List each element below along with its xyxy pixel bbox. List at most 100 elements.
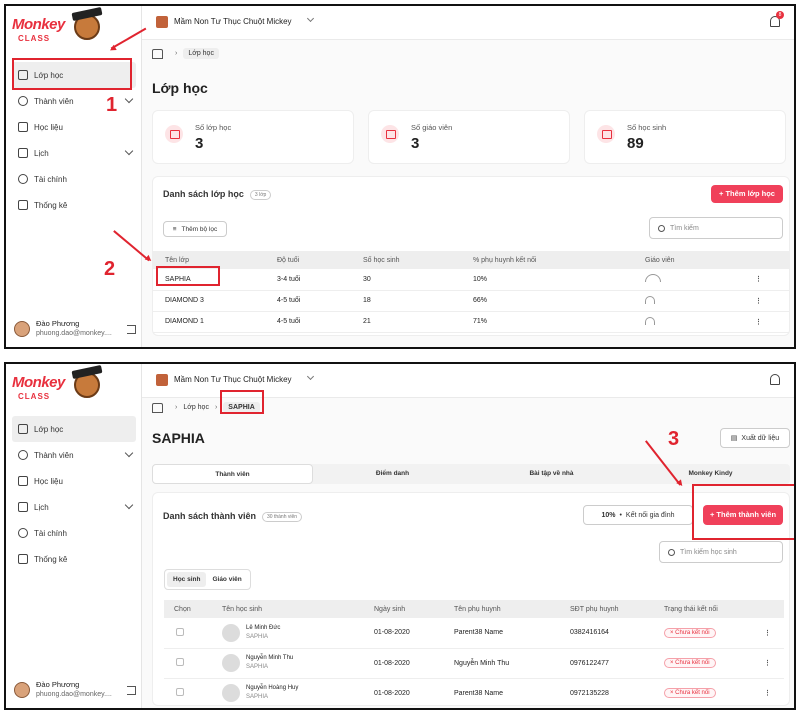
percent-cell: 10%	[467, 269, 639, 291]
annotation-step-1: 1	[106, 94, 118, 116]
select-cell	[164, 618, 216, 649]
chart-icon	[18, 200, 28, 210]
calendar-icon	[18, 148, 28, 158]
student-avatar	[222, 684, 240, 702]
member-count-badge: 30 thành viên	[262, 511, 303, 522]
class-name-cell[interactable]: DIAMOND 1	[153, 311, 271, 333]
table-row[interactable]: Nguyễn Hoàng Huy SAPHIA 01-08-2020 Parent…	[164, 678, 784, 708]
tab-homework[interactable]: Bài tập về nhà	[529, 470, 574, 477]
sidebar-item-label: Lịch	[34, 148, 49, 158]
student-search-input[interactable]: Tìm kiếm học sinh	[659, 541, 783, 563]
sidebar-item-materials[interactable]: Học liệu	[12, 114, 136, 140]
chevron-down-icon	[124, 146, 134, 156]
stat-value: 3	[195, 135, 204, 152]
connect-percent: 10%	[601, 511, 616, 519]
select-checkbox[interactable]	[176, 627, 184, 636]
table-row[interactable]: DIAMOND 1 4-5 tuổi 21 71% ⋮	[153, 311, 789, 333]
annotation-box-breadcrumb	[220, 390, 264, 414]
more-options-icon[interactable]: ⋮	[749, 269, 789, 291]
breadcrumb-item[interactable]: Lớp học	[183, 48, 219, 59]
user-profile[interactable]: Đào Phương phuong.dao@monkey....	[14, 678, 138, 704]
sidebar-item-materials[interactable]: Học liệu	[12, 468, 136, 494]
user-profile[interactable]: Đào Phương phuong.dao@monkey....	[14, 317, 138, 343]
sidebar-item-calendar[interactable]: Lịch	[12, 494, 136, 520]
sidebar-item-label: Thống kê	[34, 200, 68, 210]
breadcrumb: › Lớp học › SAPHIA	[152, 402, 260, 413]
col-parent-phone: SĐT phụ huynh	[564, 600, 658, 618]
connect-label: Kết nối gia đình	[625, 511, 675, 519]
student-info: Nguyễn Hoàng Huy SAPHIA	[246, 684, 298, 702]
sidebar-item-members[interactable]: Thành viên	[12, 88, 136, 114]
table-row[interactable]: Lê Minh Đức SAPHIA 01-08-2020 Parent38 Na…	[164, 618, 784, 649]
select-checkbox[interactable]	[176, 658, 184, 666]
chevron-down-icon[interactable]	[306, 14, 315, 23]
age-cell: 3-4 tuổi	[271, 269, 357, 291]
col-students: Số học sinh	[357, 251, 467, 269]
chevron-down-icon[interactable]	[306, 372, 315, 381]
parent-name-cell: Nguyễn Minh Thu	[448, 648, 564, 679]
monkey-class-logo[interactable]: Monkey CLASS	[12, 12, 102, 52]
sidebar-item-finance[interactable]: Tài chính	[12, 520, 136, 546]
page-title: SAPHIA	[152, 430, 205, 446]
age-cell: 4-5 tuổi	[271, 311, 357, 333]
class-search-input[interactable]: Tìm kiếm	[649, 217, 783, 239]
subtab-teachers[interactable]: Giáo viên	[212, 576, 242, 583]
logout-icon[interactable]	[127, 325, 136, 334]
dollar-icon	[18, 174, 28, 184]
monkey-class-logo[interactable]: Monkey CLASS	[12, 370, 102, 410]
sidebar-item-label: Lớp học	[34, 424, 64, 434]
table-row[interactable]: SAPHIA 3-4 tuổi 30 10% ⋮	[153, 269, 789, 291]
student-name-cell[interactable]: Lê Minh Đức SAPHIA	[216, 618, 368, 649]
student-name-cell[interactable]: Nguyễn Hoàng Huy SAPHIA	[216, 678, 368, 708]
school-selector[interactable]: Mầm Non Tư Thục Chuột Mickey	[174, 17, 292, 26]
class-name-cell[interactable]: DIAMOND 3	[153, 290, 271, 312]
add-member-button[interactable]: + Thêm thành viên	[703, 505, 783, 525]
tab-monkey-kindy[interactable]: Monkey Kindy	[688, 470, 733, 477]
bell-icon[interactable]	[770, 374, 780, 385]
tab-attendance[interactable]: Điểm danh	[375, 470, 410, 477]
home-icon	[18, 70, 28, 80]
home-icon[interactable]	[152, 48, 163, 59]
sidebar-item-statistics[interactable]: Thống kê	[12, 192, 136, 218]
logout-icon[interactable]	[127, 686, 136, 695]
home-icon	[18, 424, 28, 434]
table-row[interactable]: DIAMOND 3 4-5 tuổi 18 66% ⋮	[153, 290, 789, 312]
sidebar-item-classes[interactable]: Lớp học	[12, 62, 136, 88]
class-list-card: Danh sách lớp học 3 lớp + Thêm lớp học ≡ T…	[152, 176, 790, 336]
home-icon[interactable]	[152, 402, 163, 413]
chevron-right-icon: ›	[175, 50, 178, 57]
subtab-students[interactable]: Học sinh	[167, 572, 207, 587]
more-options-icon[interactable]: ⋮	[749, 290, 789, 312]
teachers-cell	[639, 269, 749, 291]
tab-members[interactable]: Thành viên	[152, 464, 313, 484]
sidebar-nav: Lớp học Thành viên Học liệu Lịch Tài chí…	[12, 416, 136, 572]
more-options-icon[interactable]: ⋮	[758, 678, 784, 708]
student-name-cell[interactable]: Nguyễn Minh Thu SAPHIA	[216, 648, 368, 679]
more-options-icon[interactable]: ⋮	[758, 648, 784, 679]
add-class-button[interactable]: + Thêm lớp học	[711, 185, 783, 203]
bell-icon[interactable]	[770, 16, 780, 27]
add-filter-button[interactable]: ≡ Thêm bộ lọc	[163, 221, 227, 237]
col-parent-name: Tên phụ huynh	[448, 600, 564, 618]
family-connection-indicator[interactable]: 10% • Kết nối gia đình	[583, 505, 693, 525]
table-row[interactable]: Nguyễn Minh Thu SAPHIA 01-08-2020 Nguyễn …	[164, 648, 784, 679]
sidebar-item-members[interactable]: Thành viên	[12, 442, 136, 468]
student-name: Nguyễn Hoàng Huy	[246, 685, 299, 691]
sidebar-item-statistics[interactable]: Thống kê	[12, 546, 136, 572]
student-avatar	[222, 654, 240, 672]
more-options-icon[interactable]: ⋮	[749, 311, 789, 333]
graduation-cap-icon	[381, 125, 399, 143]
more-options-icon[interactable]: ⋮	[758, 618, 784, 649]
student-info: Nguyễn Minh Thu SAPHIA	[246, 654, 293, 672]
sidebar-item-classes[interactable]: Lớp học	[12, 416, 136, 442]
chevron-down-icon	[124, 500, 134, 510]
sidebar-item-calendar[interactable]: Lịch	[12, 140, 136, 166]
export-data-button[interactable]: ▤ Xuất dữ liệu	[720, 428, 790, 448]
school-selector[interactable]: Mầm Non Tư Thục Chuột Mickey	[174, 375, 292, 384]
sidebar-item-label: Thống kê	[34, 554, 68, 564]
sidebar-item-finance[interactable]: Tài chính	[12, 166, 136, 192]
user-email: phuong.dao@monkey....	[36, 691, 112, 698]
breadcrumb-item[interactable]: Lớp học	[183, 404, 209, 411]
dot-icon: •	[619, 511, 622, 519]
select-checkbox[interactable]	[176, 688, 184, 696]
